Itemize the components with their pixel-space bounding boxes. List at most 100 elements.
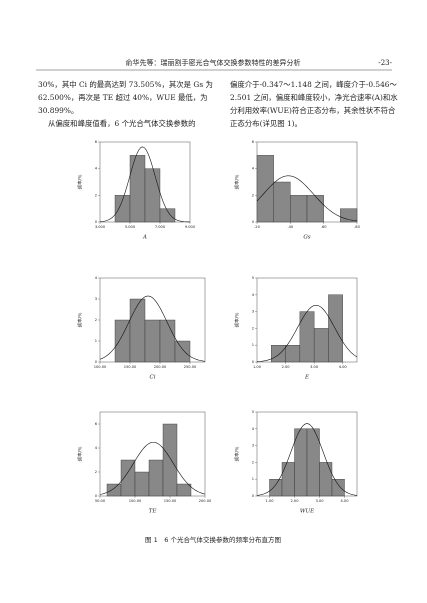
- body-line: 偏度介于-0.347～1.148 之间，峰度介于-0.546～: [230, 80, 398, 89]
- histogram-bar: [319, 462, 333, 497]
- histogram-bar: [159, 208, 176, 223]
- y-tick-label: 3: [252, 310, 254, 314]
- y-axis-label: 频率/%: [234, 446, 241, 462]
- y-tick-label: 6: [252, 140, 255, 144]
- y-tick-label: 2: [95, 318, 97, 322]
- y-tick-label: 5: [252, 276, 254, 280]
- x-tick-label: 100.00: [94, 365, 107, 369]
- x-axis-label: WUE: [300, 509, 314, 515]
- y-tick-label: 4: [252, 293, 255, 297]
- y-tick-label: 1: [252, 343, 254, 347]
- y-tick-label: 0: [95, 494, 98, 498]
- x-tick-label: .20: [254, 225, 260, 229]
- y-tick-label: 3: [95, 297, 97, 301]
- y-tick-label: 0: [95, 360, 98, 364]
- histogram-bar: [176, 483, 192, 497]
- histogram-bar: [162, 423, 178, 497]
- x-tick-label: 2.00: [282, 365, 291, 369]
- x-axis-label: TE: [149, 509, 157, 515]
- y-tick-label: 2: [95, 470, 97, 474]
- histogram-bar: [271, 345, 286, 363]
- body-line: 分利用效率(WUE)符合正态分布，其余性状不符合: [230, 106, 396, 115]
- y-axis-label: 频率/%: [77, 446, 84, 462]
- x-axis-label: Gs: [303, 235, 310, 241]
- body-line: 从偏度和峰度值看，6 个光合气体交换参数的: [48, 119, 195, 128]
- histogram-bar: [174, 340, 191, 363]
- y-axis-label: 频率/%: [77, 174, 84, 190]
- histogram-bar: [148, 459, 164, 497]
- x-axis-label: E: [304, 375, 309, 381]
- histogram-bar: [144, 319, 161, 363]
- histogram-bar: [106, 483, 122, 497]
- x-tick-label: 4.00: [339, 365, 348, 369]
- y-axis-label: 频率/%: [77, 312, 84, 328]
- y-tick-label: 4: [252, 427, 255, 431]
- x-tick-label: 3.000: [95, 225, 106, 229]
- body-line: 2.501 之间，偏度和峰度较小，净光合速率(A)和水: [230, 93, 398, 102]
- x-tick-label: 4.00: [340, 499, 349, 503]
- normal-curve: [256, 423, 358, 496]
- y-tick-label: 4: [252, 167, 255, 171]
- x-tick-label: 5.000: [125, 225, 136, 229]
- y-tick-label: 0: [252, 220, 255, 224]
- y-tick-label: 1: [252, 477, 254, 481]
- histogram-bar: [313, 328, 329, 363]
- y-tick-label: 0: [252, 494, 255, 498]
- y-tick-label: 2: [252, 193, 254, 197]
- y-tick-label: 4: [95, 446, 98, 450]
- body-line: 30%，其中 Ci 的最高达到 73.505%，其次是 Gs 为: [38, 80, 213, 89]
- normal-curve: [99, 441, 206, 495]
- x-tick-label: 100.00: [129, 499, 142, 503]
- histogram-bar: [144, 168, 161, 223]
- normal-curve: [256, 304, 358, 362]
- histogram-bar: [114, 319, 131, 363]
- body-line: 30.899%。: [38, 106, 78, 115]
- y-axis-label: 频率/%: [234, 174, 241, 190]
- x-axis-label: A: [142, 235, 147, 241]
- y-tick-label: 0: [252, 360, 255, 364]
- histogram-bar: [129, 155, 146, 223]
- normal-curve: [256, 175, 358, 222]
- x-tick-label: 250.00: [184, 365, 197, 369]
- page-number: -23-: [378, 59, 392, 67]
- histogram-bar: [159, 319, 176, 363]
- x-tick-label: 3.00: [310, 365, 319, 369]
- x-tick-label: 2.00: [290, 499, 299, 503]
- histogram-bar: [294, 428, 308, 497]
- x-tick-label: 1.00: [253, 365, 262, 369]
- histogram-bar: [273, 181, 291, 223]
- histogram-bar: [306, 195, 324, 223]
- y-tick-label: 3: [252, 444, 254, 448]
- histogram-bar: [281, 462, 295, 497]
- x-tick-label: 200.00: [199, 499, 212, 503]
- histogram-bar: [269, 479, 283, 497]
- x-tick-label: 3.00: [315, 499, 324, 503]
- histogram-bar: [306, 428, 320, 497]
- x-tick-label: .80: [354, 225, 360, 229]
- x-tick-label: .40: [287, 225, 293, 229]
- x-axis-label: Ci: [150, 375, 156, 381]
- histogram-bar: [129, 298, 146, 363]
- x-tick-label: 9.000: [185, 225, 196, 229]
- normal-curve: [99, 295, 206, 362]
- histogram-bar: [120, 459, 136, 497]
- normal-curve: [99, 146, 191, 223]
- figure-caption: 图 1 6 个光合气体交换参数的频率分布直方图: [145, 535, 281, 544]
- x-tick-label: 150.00: [164, 499, 177, 503]
- y-tick-label: 2: [95, 193, 97, 197]
- histogram-bar: [340, 208, 358, 223]
- x-tick-label: 150.00: [124, 365, 137, 369]
- y-tick-label: 4: [95, 167, 98, 171]
- x-tick-label: 7.000: [155, 225, 166, 229]
- histogram-bar: [290, 195, 308, 223]
- histogram-bar: [256, 155, 274, 223]
- histogram-bar: [331, 479, 345, 497]
- y-tick-label: 6: [95, 422, 98, 426]
- x-tick-label: .60: [321, 225, 327, 229]
- x-tick-label: 1.00: [265, 499, 274, 503]
- y-tick-label: 2: [252, 326, 254, 330]
- y-tick-label: 6: [95, 140, 98, 144]
- body-line: 62.500%，再次是 TE 超过 40%，WUE 最低，为: [38, 93, 208, 102]
- y-tick-label: 1: [95, 339, 97, 343]
